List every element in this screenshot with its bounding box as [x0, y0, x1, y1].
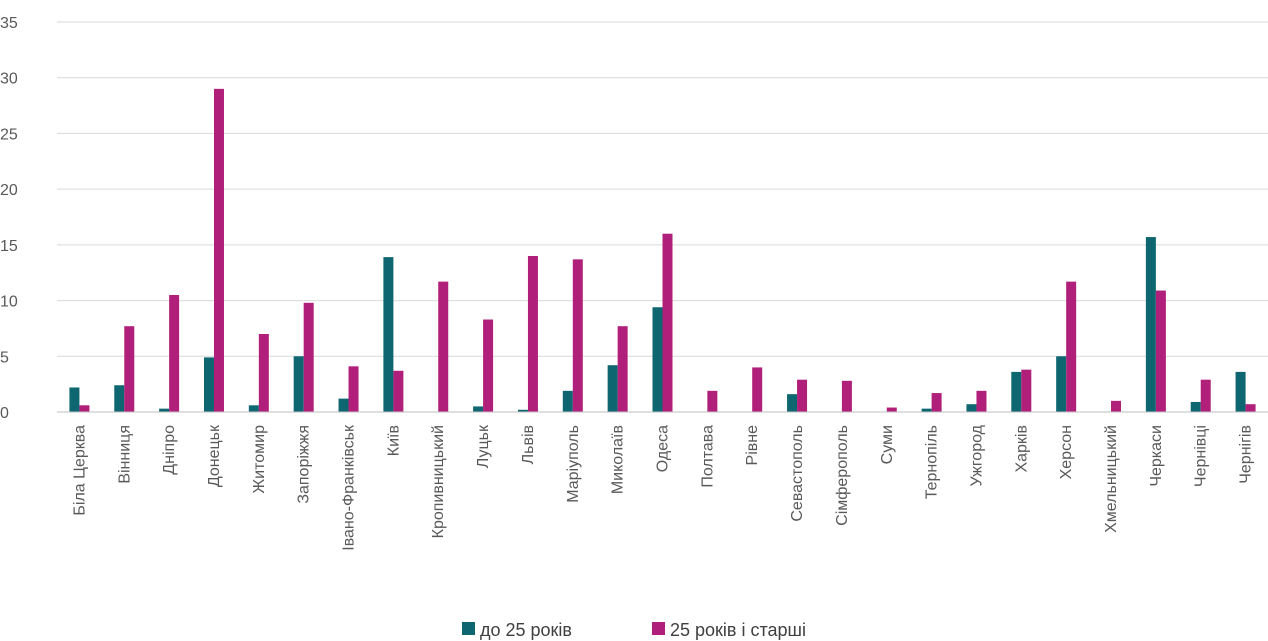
bar-25-and-older	[1200, 379, 1211, 412]
bar-under-25	[1145, 237, 1156, 412]
y-tick-label: 0	[0, 405, 9, 422]
bar-under-25	[248, 405, 259, 412]
bar-25-and-older	[527, 256, 538, 412]
bar-under-25	[69, 387, 80, 412]
bar-25-and-older	[1111, 400, 1122, 412]
x-tick-label: Дніпро	[161, 425, 178, 475]
bar-25-and-older	[841, 380, 852, 412]
x-tick-label: Житомир	[251, 425, 268, 494]
bar-25-and-older	[258, 334, 269, 412]
bar-under-25	[1011, 371, 1022, 412]
bar-under-25	[1235, 371, 1246, 412]
x-tick-label: Тернопіль	[924, 425, 941, 499]
bar-under-25	[562, 390, 573, 412]
x-tick-label: Біла Церква	[71, 425, 88, 516]
x-tick-label: Івано-Франківськ	[341, 424, 358, 551]
bar-under-25	[159, 408, 170, 412]
bar-25-and-older	[752, 367, 763, 412]
bar-25-and-older	[976, 390, 987, 412]
bar-under-25	[338, 398, 349, 412]
bar-25-and-older	[617, 326, 628, 412]
x-tick-label: Рівне	[744, 425, 761, 466]
x-tick-label: Чернівці	[1193, 425, 1210, 487]
x-tick-label: Ужгород	[968, 424, 985, 486]
x-tick-label: Вінниця	[116, 425, 133, 484]
bar-25-and-older	[1066, 281, 1077, 412]
y-tick-label: 25	[0, 126, 18, 143]
bar-25-and-older	[707, 390, 718, 412]
x-tick-label: Київ	[385, 425, 402, 456]
x-tick-label: Запоріжжя	[296, 425, 313, 504]
bars	[69, 88, 1256, 412]
bar-25-and-older	[931, 393, 942, 412]
x-tick-label: Черкаси	[1148, 425, 1165, 487]
bar-under-25	[787, 394, 798, 412]
x-tick-label: Миколаїв	[610, 425, 627, 494]
bar-under-25	[114, 385, 125, 412]
bar-under-25	[383, 257, 394, 412]
bar-25-and-older	[169, 295, 180, 412]
bar-25-and-older	[483, 319, 494, 412]
bar-under-25	[203, 357, 214, 412]
y-tick-label: 15	[0, 238, 18, 255]
bar-25-and-older	[79, 405, 90, 412]
y-axis: 0 5 10 15 20 25 30 35	[0, 15, 18, 422]
bar-25-and-older	[348, 366, 359, 412]
x-tick-label: Одеса	[655, 425, 672, 472]
x-tick-label: Полтава	[699, 425, 716, 488]
legend-swatch	[462, 622, 475, 635]
x-tick-label: Маріуполь	[565, 425, 582, 503]
x-tick-label: Сімферополь	[834, 425, 851, 526]
bar-under-25	[293, 356, 304, 412]
legend-swatch	[652, 622, 665, 635]
bar-under-25	[966, 404, 977, 412]
y-tick-label: 10	[0, 294, 18, 311]
y-tick-label: 30	[0, 71, 18, 88]
bar-under-25	[1056, 356, 1067, 412]
bar-under-25	[607, 365, 618, 412]
bar-25-and-older	[393, 370, 404, 412]
bar-25-and-older	[438, 281, 449, 412]
x-tick-label: Кропивницький	[430, 425, 447, 538]
x-tick-label: Херсон	[1058, 425, 1075, 479]
y-tick-label: 35	[0, 15, 18, 32]
bar-under-25	[652, 307, 663, 412]
bar-25-and-older	[797, 379, 808, 412]
y-tick-label: 20	[0, 182, 18, 199]
x-axis: Біла Церква Вінниця Дніпро Донецьк Житомир За…	[71, 424, 1254, 551]
x-tick-label: Чернігів	[1238, 425, 1255, 484]
x-tick-label: Севастополь	[789, 425, 806, 522]
y-tick-label: 5	[0, 349, 9, 366]
legend: до 25 років 25 років і старші	[462, 620, 806, 640]
x-tick-label: Донецьк	[206, 424, 223, 487]
bar-25-and-older	[303, 302, 314, 412]
bar-25-and-older	[1155, 290, 1166, 412]
bar-25-and-older	[1021, 369, 1032, 412]
bar-25-and-older	[662, 233, 673, 412]
bar-under-25	[473, 406, 484, 412]
x-tick-label: Хмельницький	[1103, 425, 1120, 533]
bar-under-25	[1190, 401, 1201, 412]
legend-label: 25 років і старші	[670, 620, 806, 640]
bar-under-25	[921, 408, 932, 412]
bar-25-and-older	[124, 326, 135, 412]
bar-25-and-older	[213, 88, 224, 412]
bar-25-and-older	[1245, 404, 1256, 412]
x-tick-label: Суми	[879, 425, 896, 464]
bar-under-25	[517, 409, 528, 412]
bar-25-and-older	[886, 407, 897, 412]
bar-25-and-older	[572, 259, 583, 412]
x-tick-label: Луцьк	[475, 424, 492, 468]
legend-label: до 25 років	[480, 620, 572, 640]
x-tick-label: Львів	[520, 425, 537, 464]
x-tick-label: Харків	[1013, 425, 1030, 473]
